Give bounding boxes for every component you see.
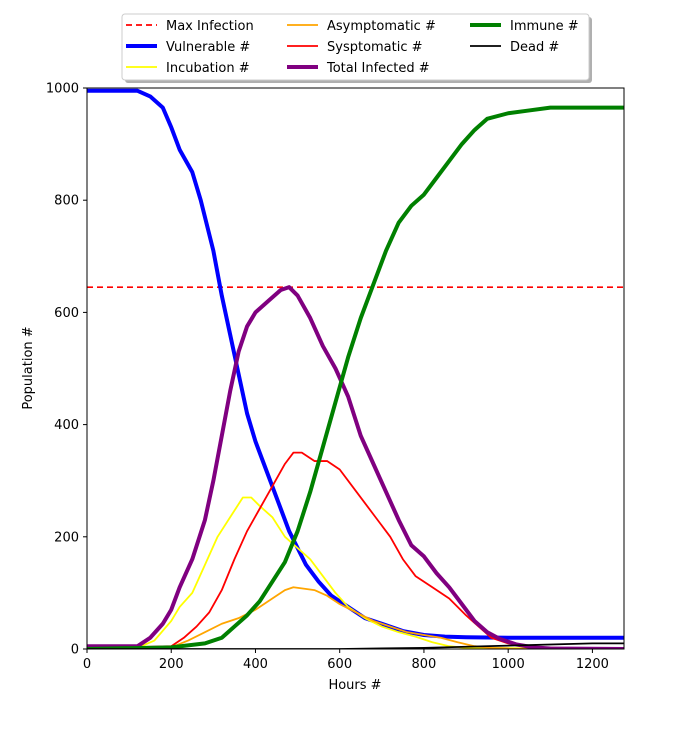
legend-box <box>121 13 590 81</box>
legend: Max Infection Vulnerable # Incubation # Asy… <box>121 13 592 83</box>
y-tick-label: 600 <box>54 306 79 321</box>
x-tick-label: 1200 <box>576 657 609 672</box>
series-group <box>87 88 624 649</box>
series-asymptomatic-line <box>87 586 624 649</box>
y-axis-label: Population # <box>21 326 36 409</box>
y-tick-label: 1000 <box>46 82 79 97</box>
axes: 0 200 400 600 800 1000 1200 0 200 400 600 800 1000 <box>46 82 625 672</box>
legend-label-immune: Immune # <box>510 19 579 34</box>
plot-frame <box>86 87 625 650</box>
x-tick-label: 600 <box>327 657 352 672</box>
x-tick-label: 1000 <box>492 657 525 672</box>
series-total-infected-line <box>87 285 624 649</box>
legend-label-asymptomatic: Asymptomatic # <box>327 19 436 34</box>
y-tick-label: 800 <box>54 194 79 209</box>
legend-label-max-infection: Max Infection <box>166 19 254 34</box>
series-immune-line <box>87 105 624 649</box>
series-vulnerable-line <box>87 88 624 640</box>
legend-label-incubation: Incubation # <box>166 61 250 76</box>
series-sysptomatic-line <box>87 451 624 649</box>
x-tick-label: 400 <box>243 657 268 672</box>
x-tick-label: 800 <box>412 657 437 672</box>
plot-area <box>87 88 624 649</box>
x-axis-label: Hours # <box>328 678 381 693</box>
legend-label-sysptomatic: Sysptomatic # <box>327 40 423 55</box>
y-tick-label: 200 <box>54 530 79 545</box>
series-incubation-line <box>87 496 624 649</box>
legend-label-dead: Dead # <box>510 40 559 55</box>
y-tick-label: 400 <box>54 418 79 433</box>
legend-label-total-infected: Total Infected # <box>326 61 430 76</box>
x-tick-label: 200 <box>159 657 184 672</box>
x-tick-label: 0 <box>83 657 91 672</box>
y-tick-label: 0 <box>71 643 79 658</box>
legend-label-vulnerable: Vulnerable # <box>166 40 250 55</box>
